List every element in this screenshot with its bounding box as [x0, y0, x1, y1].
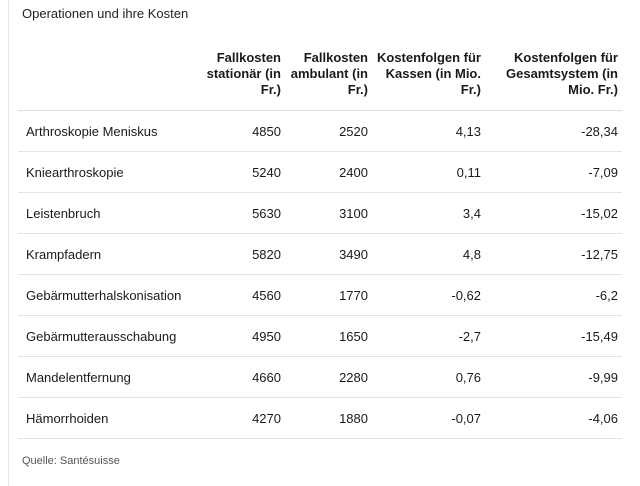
table-row: Krampfadern 5820 3490 4,8 -12,75	[18, 233, 622, 275]
header-kostenfolgen-gesamtsystem: Kostenfolgen für Gesamtsystem (in Mio. F…	[485, 46, 622, 111]
table-row: Gebärmutterausschabung 4950 1650 -2,7 -1…	[18, 315, 622, 357]
cell-stationaer: 5240	[202, 151, 285, 193]
table-row: Hämorrhoiden 4270 1880 -0,07 -4,06	[18, 397, 622, 439]
cell-kassen: 3,4	[372, 192, 485, 234]
page-title: Operationen und ihre Kosten	[22, 6, 189, 21]
cell-ambulant: 1650	[285, 315, 372, 357]
cell-operation: Gebärmutterhalskonisation	[18, 274, 202, 316]
cell-operation: Kniearthroskopie	[18, 151, 202, 193]
cell-kassen: 0,11	[372, 151, 485, 193]
cell-ambulant: 3100	[285, 192, 372, 234]
cell-operation: Mandelentfernung	[18, 356, 202, 398]
cell-ambulant: 1770	[285, 274, 372, 316]
cell-stationaer: 4950	[202, 315, 285, 357]
header-fallkosten-ambulant: Fallkosten ambulant (in Fr.)	[285, 46, 372, 111]
cell-gesamtsystem: -15,49	[485, 315, 622, 357]
cell-stationaer: 5630	[202, 192, 285, 234]
cell-ambulant: 2280	[285, 356, 372, 398]
cell-operation: Hämorrhoiden	[18, 397, 202, 439]
cell-operation: Leistenbruch	[18, 192, 202, 234]
cell-gesamtsystem: -15,02	[485, 192, 622, 234]
cell-operation: Arthroskopie Meniskus	[18, 110, 202, 152]
cell-ambulant: 3490	[285, 233, 372, 275]
left-border-rule	[8, 0, 9, 486]
table-row: Arthroskopie Meniskus 4850 2520 4,13 -28…	[18, 110, 622, 152]
header-fallkosten-stationaer: Fallkosten stationär (in Fr.)	[202, 46, 285, 111]
cell-kassen: -0,62	[372, 274, 485, 316]
cell-ambulant: 2520	[285, 110, 372, 152]
table-header-row: Fallkosten stationär (in Fr.) Fallkosten…	[18, 46, 622, 111]
cell-operation: Gebärmutterausschabung	[18, 315, 202, 357]
table-row: Gebärmutterhalskonisation 4560 1770 -0,6…	[18, 274, 622, 316]
cell-gesamtsystem: -28,34	[485, 110, 622, 152]
cell-stationaer: 4660	[202, 356, 285, 398]
cell-operation: Krampfadern	[18, 233, 202, 275]
costs-table: Fallkosten stationär (in Fr.) Fallkosten…	[18, 46, 622, 439]
cell-stationaer: 5820	[202, 233, 285, 275]
table-row: Kniearthroskopie 5240 2400 0,11 -7,09	[18, 151, 622, 193]
cell-stationaer: 4850	[202, 110, 285, 152]
cell-ambulant: 1880	[285, 397, 372, 439]
cell-gesamtsystem: -9,99	[485, 356, 622, 398]
table-row: Mandelentfernung 4660 2280 0,76 -9,99	[18, 356, 622, 398]
cell-stationaer: 4560	[202, 274, 285, 316]
source-note: Quelle: Santésuisse	[22, 455, 120, 467]
cell-stationaer: 4270	[202, 397, 285, 439]
cell-gesamtsystem: -4,06	[485, 397, 622, 439]
cell-gesamtsystem: -7,09	[485, 151, 622, 193]
header-operation	[18, 46, 202, 111]
cell-ambulant: 2400	[285, 151, 372, 193]
cell-kassen: 0,76	[372, 356, 485, 398]
cell-kassen: -0,07	[372, 397, 485, 439]
cell-gesamtsystem: -12,75	[485, 233, 622, 275]
cell-kassen: 4,13	[372, 110, 485, 152]
cell-gesamtsystem: -6,2	[485, 274, 622, 316]
header-kostenfolgen-kassen: Kostenfolgen für Kassen (in Mio. Fr.)	[372, 46, 485, 111]
cell-kassen: 4,8	[372, 233, 485, 275]
cell-kassen: -2,7	[372, 315, 485, 357]
table-row: Leistenbruch 5630 3100 3,4 -15,02	[18, 192, 622, 234]
